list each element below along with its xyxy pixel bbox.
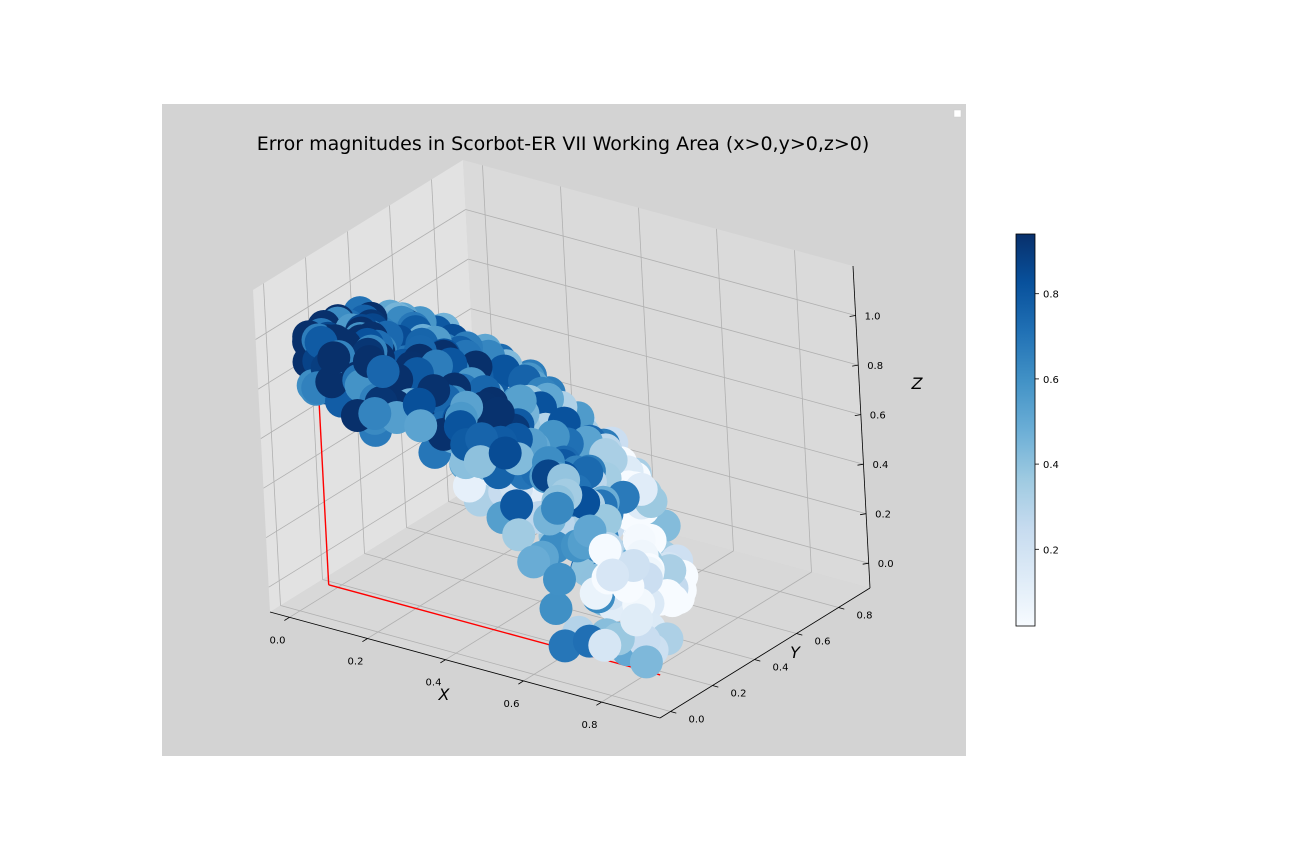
- scatter-point: [366, 355, 400, 388]
- scatter-point: [596, 558, 630, 592]
- grid-line-x: [794, 250, 812, 573]
- scatter-point: [517, 545, 551, 579]
- scatter-points: [292, 296, 699, 679]
- grid-line-z: [255, 209, 466, 340]
- x-tick-label: 0.0: [270, 635, 286, 646]
- z-tick: [860, 513, 867, 516]
- z-tick-label: 0.8: [867, 361, 883, 372]
- scatter-point: [629, 645, 663, 679]
- colorbar-tick-label: 0.2: [1043, 545, 1059, 556]
- z-tick: [852, 364, 859, 367]
- grid-line-z: [465, 209, 856, 316]
- z-tick: [857, 463, 864, 466]
- axis-ticks: 0.0 0.2 0.4 0.6 0.8 0.0 0.2 0.4 0.6 0.8 0.0 0.2 0.4 0…: [270, 312, 894, 732]
- y-tick-label: 0.8: [857, 611, 873, 622]
- grid-line-z: [268, 456, 479, 588]
- colorbar-ticks: 0.2 0.4 0.6 0.8: [1035, 290, 1059, 556]
- y-tick-label: 0.4: [773, 663, 789, 674]
- x-tick-label: 0.6: [504, 699, 520, 710]
- scatter-point: [588, 628, 622, 662]
- scatter-point: [315, 365, 349, 399]
- z-tick-label: 0.6: [870, 411, 886, 422]
- axis-lines: [269, 265, 871, 719]
- grid-line-y: [263, 283, 281, 606]
- x-tick: [518, 680, 524, 685]
- x-tick-label: 0.2: [348, 657, 364, 668]
- scatter-point: [488, 436, 522, 470]
- colorbar: [1015, 233, 1036, 627]
- chart-title: Error magnitudes in Scorbot-ER VII Worki…: [257, 133, 870, 155]
- grid-line-z: [468, 258, 859, 366]
- x-tick-label: 0.8: [582, 720, 598, 731]
- x-axis-label: X: [438, 685, 451, 704]
- scatter-point: [543, 562, 576, 596]
- z-tick-label: 0.2: [875, 510, 891, 521]
- x-tick: [440, 659, 446, 664]
- x-tick: [362, 638, 368, 643]
- z-axis-line: [852, 265, 871, 589]
- colorbar-tick-label: 0.8: [1043, 290, 1059, 301]
- grid-line-x: [601, 571, 812, 703]
- x-tick-label: 0.4: [426, 678, 442, 689]
- y-tick: [670, 711, 677, 714]
- grid-line-x: [289, 486, 500, 618]
- y-tick: [838, 607, 845, 610]
- grid-line-x: [716, 228, 734, 551]
- y-tick-label: 0.2: [731, 689, 747, 700]
- colorbar-tick-label: 0.6: [1043, 375, 1059, 386]
- y-tick-label: 0.0: [689, 715, 705, 726]
- colorbar-tick-label: 0.4: [1043, 460, 1059, 471]
- grid-line-y: [305, 257, 323, 580]
- y-tick: [712, 685, 719, 688]
- y-axis-label: Y: [790, 643, 801, 662]
- z-tick: [854, 414, 861, 416]
- scatter-point: [317, 341, 351, 375]
- scatter-point: [358, 397, 392, 430]
- z-axis-label: Z: [911, 374, 924, 393]
- x-axis-line: [269, 611, 661, 719]
- scatter-point: [588, 533, 622, 567]
- z-tick-label: 0.4: [873, 460, 889, 471]
- y-tick: [754, 659, 761, 662]
- legend-box: [953, 109, 962, 118]
- y-tick: [796, 633, 803, 636]
- z-tick-label: 0.0: [878, 559, 894, 570]
- scatter-point: [481, 396, 515, 430]
- scatter-point: [500, 489, 534, 523]
- z-tick-label: 1.0: [865, 312, 881, 323]
- y-axis-line: [659, 587, 871, 719]
- grid-line-y: [280, 605, 671, 712]
- z-tick: [849, 315, 856, 317]
- scatter-point: [541, 491, 574, 525]
- scatter-point: [502, 518, 536, 552]
- x-tick: [284, 616, 290, 621]
- grid-line-x: [638, 207, 656, 530]
- y-tick-label: 0.6: [815, 637, 831, 648]
- scatter-point: [404, 409, 438, 443]
- scatter-point: [539, 592, 573, 625]
- z-tick: [862, 562, 869, 565]
- grid-line-z: [470, 308, 861, 415]
- scatter-point: [463, 445, 497, 479]
- x-tick: [596, 701, 602, 706]
- scatter-point: [620, 603, 654, 637]
